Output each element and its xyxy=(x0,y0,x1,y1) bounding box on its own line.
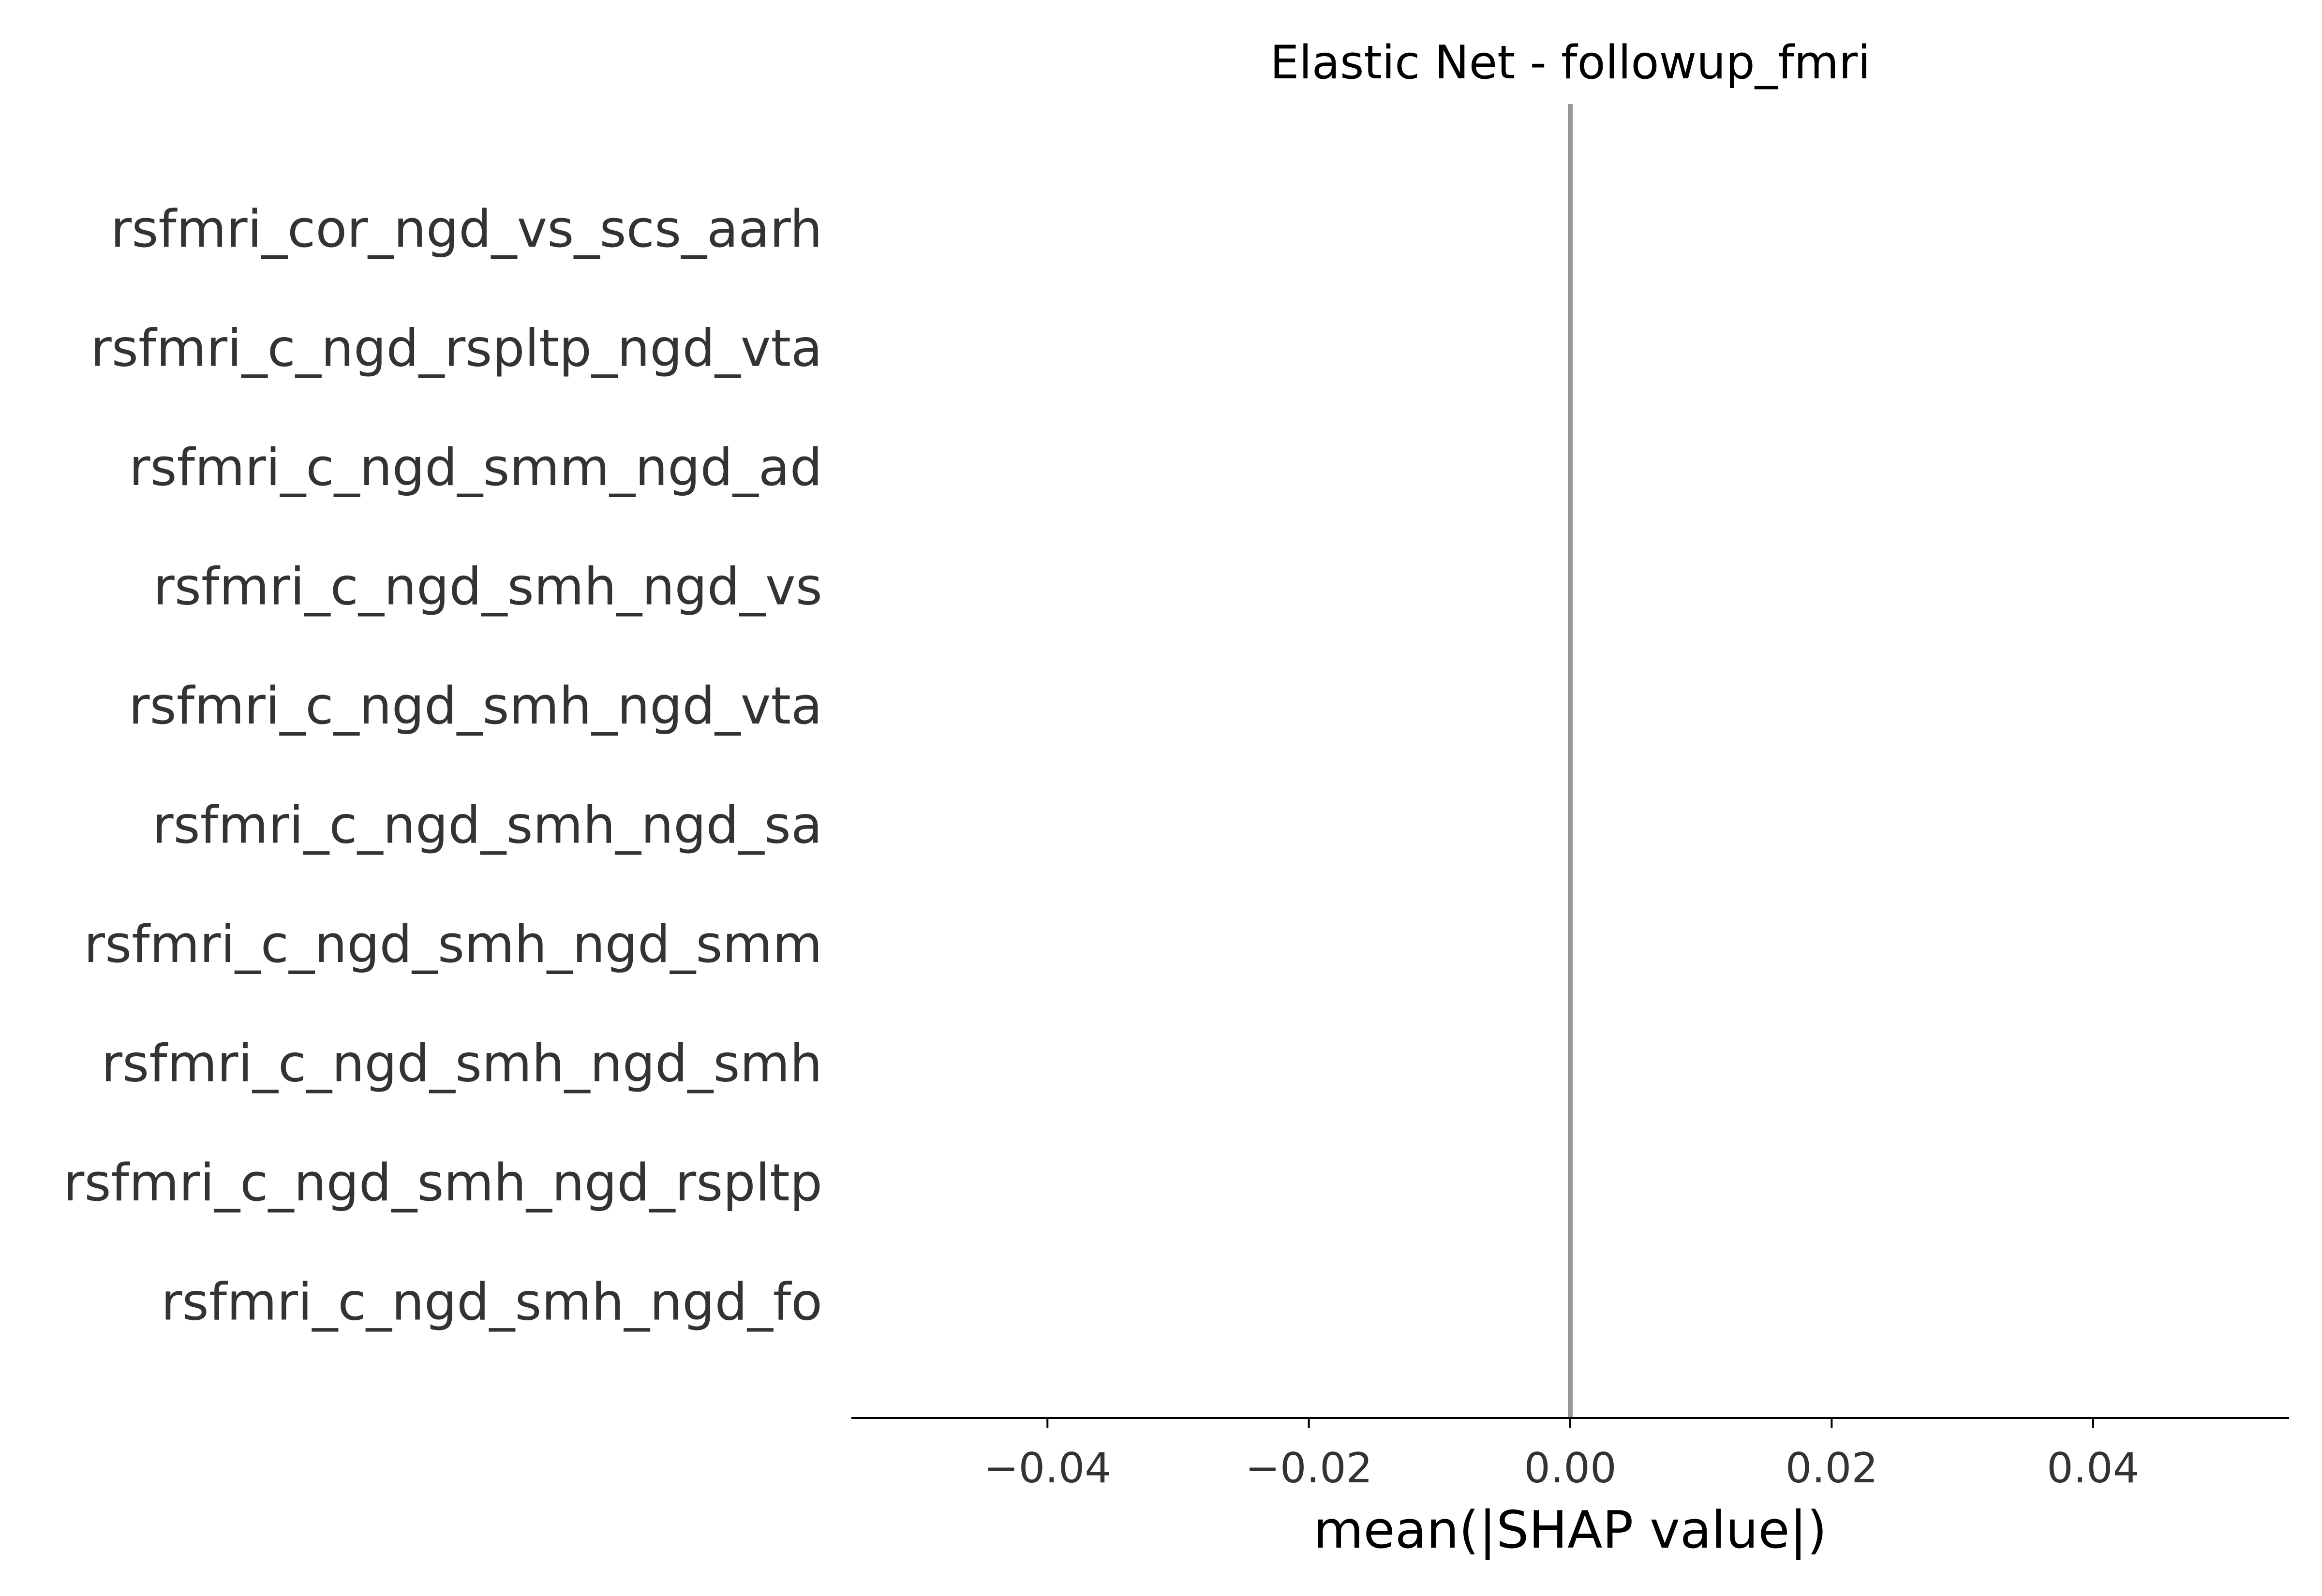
feature-label: rsfmri_c_ngd_smh_ngd_smh xyxy=(101,1034,822,1094)
x-tick-label: 0.00 xyxy=(1524,1444,1616,1493)
feature-label: rsfmri_c_ngd_smh_ngd_rspltp xyxy=(63,1153,822,1212)
chart-title: Elastic Net - followup_fmri xyxy=(1270,36,1870,89)
feature-label: rsfmri_c_ngd_rspltp_ngd_vta xyxy=(90,319,822,378)
feature-label: rsfmri_c_ngd_smm_ngd_ad xyxy=(129,438,822,497)
feature-label: rsfmri_c_ngd_smh_ngd_sa xyxy=(152,796,822,855)
x-tick-label: 0.04 xyxy=(2047,1444,2139,1493)
feature-label: rsfmri_c_ngd_smh_ngd_vta xyxy=(129,676,822,736)
x-tick-label: −0.04 xyxy=(983,1444,1111,1493)
feature-label: rsfmri_c_ngd_smh_ngd_smm xyxy=(84,915,822,974)
feature-label: rsfmri_c_ngd_smh_ngd_vs xyxy=(153,557,822,617)
x-axis-label: mean(|SHAP value|) xyxy=(1313,1500,1827,1560)
x-tick-label: −0.02 xyxy=(1245,1444,1373,1493)
x-tick-label: 0.02 xyxy=(1786,1444,1878,1493)
x-ticks: −0.04 −0.02 0.00 0.02 0.04 xyxy=(983,1418,2139,1493)
feature-label: rsfmri_c_ngd_smh_ngd_fo xyxy=(161,1272,822,1332)
feature-labels: rsfmri_cor_ngd_vs_scs_aarh rsfmri_c_ngd_r… xyxy=(63,199,822,1332)
feature-label: rsfmri_cor_ngd_vs_scs_aarh xyxy=(111,199,822,259)
